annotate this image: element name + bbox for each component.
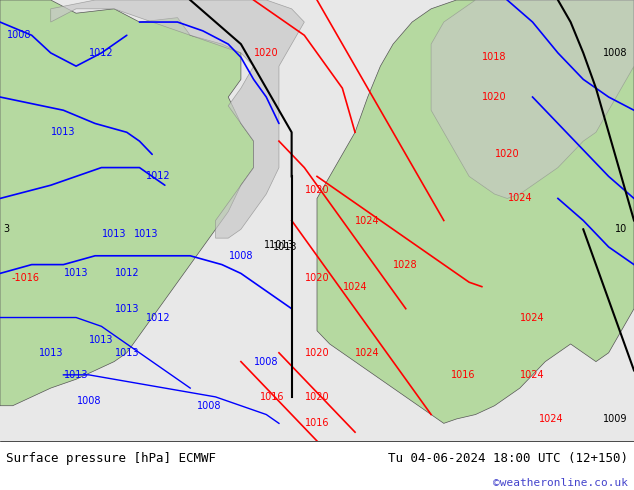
Text: 1020: 1020: [305, 185, 329, 195]
Text: 1024: 1024: [508, 194, 532, 203]
Text: 1018: 1018: [482, 52, 507, 62]
Text: 1013: 1013: [115, 348, 139, 358]
Text: Tu 04-06-2024 18:00 UTC (12+150): Tu 04-06-2024 18:00 UTC (12+150): [387, 452, 628, 465]
Text: 1016: 1016: [305, 418, 329, 428]
Text: 1020: 1020: [482, 92, 507, 102]
Text: 1020: 1020: [254, 48, 278, 58]
Text: 1012: 1012: [89, 48, 113, 58]
Text: 1013: 1013: [102, 229, 126, 239]
Text: 1024: 1024: [521, 370, 545, 380]
Text: 1012: 1012: [115, 269, 139, 278]
Text: 1013: 1013: [89, 335, 113, 344]
Text: 1024: 1024: [521, 313, 545, 322]
Text: 11013: 11013: [264, 240, 294, 250]
Text: 1024: 1024: [540, 414, 564, 424]
Text: 1020: 1020: [305, 348, 329, 358]
Text: Surface pressure [hPa] ECMWF: Surface pressure [hPa] ECMWF: [6, 452, 216, 465]
Text: -1016: -1016: [11, 273, 39, 283]
Text: 1009: 1009: [603, 414, 628, 424]
Text: 1008: 1008: [197, 401, 221, 411]
Text: 1012: 1012: [146, 172, 171, 181]
Text: 1008: 1008: [77, 396, 101, 406]
Text: 1013: 1013: [39, 348, 63, 358]
Text: 1012: 1012: [146, 313, 171, 322]
Text: 10: 10: [616, 224, 628, 234]
Text: 1013: 1013: [64, 269, 88, 278]
Text: 1016: 1016: [261, 392, 285, 402]
Text: 1008: 1008: [603, 48, 628, 58]
Text: 1024: 1024: [343, 282, 367, 292]
Text: 1008: 1008: [254, 357, 278, 367]
Text: 1024: 1024: [356, 216, 380, 225]
Polygon shape: [51, 0, 304, 238]
Text: 1013: 1013: [51, 127, 75, 137]
Text: 1028: 1028: [394, 260, 418, 270]
Text: 1008: 1008: [229, 251, 253, 261]
Text: 1024: 1024: [356, 348, 380, 358]
Polygon shape: [317, 0, 634, 423]
Text: 1020: 1020: [305, 392, 329, 402]
Text: ©weatheronline.co.uk: ©weatheronline.co.uk: [493, 478, 628, 488]
Text: 3: 3: [3, 224, 10, 234]
Text: 1013: 1013: [273, 242, 297, 252]
Text: 1016: 1016: [451, 370, 475, 380]
Polygon shape: [431, 0, 634, 198]
Text: 1020: 1020: [305, 273, 329, 283]
Polygon shape: [0, 0, 254, 406]
Text: 1013: 1013: [134, 229, 158, 239]
Text: 1013: 1013: [64, 370, 88, 380]
Text: 1008: 1008: [7, 30, 31, 40]
Text: 1020: 1020: [495, 149, 519, 159]
Text: 1013: 1013: [115, 304, 139, 314]
